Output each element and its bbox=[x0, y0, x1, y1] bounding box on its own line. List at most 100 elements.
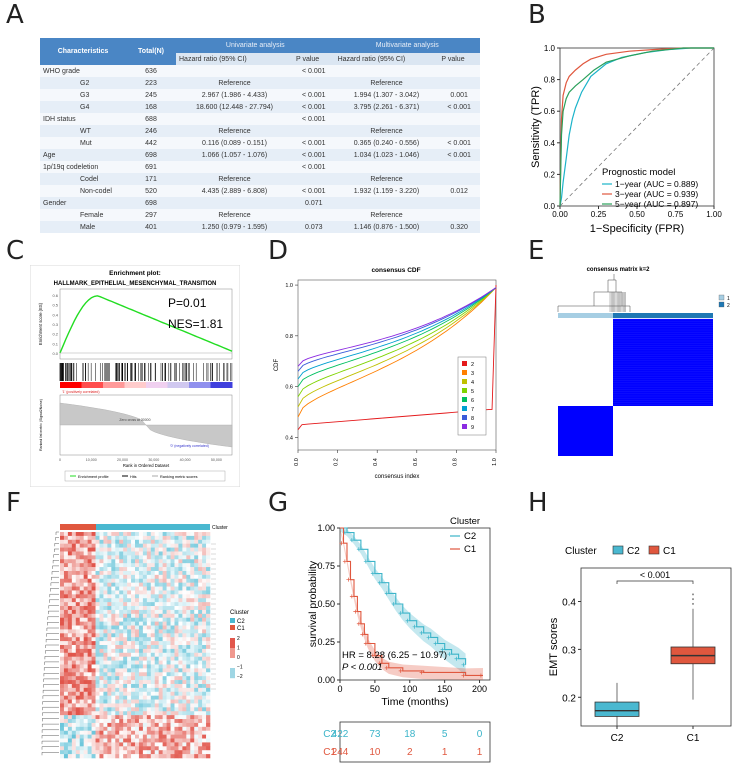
heatmap-cell bbox=[150, 722, 156, 728]
heatmap-cell bbox=[146, 559, 152, 564]
heatmap-cell bbox=[71, 570, 77, 576]
heatmap-cell bbox=[127, 641, 132, 646]
heatmap-cell bbox=[103, 539, 108, 544]
heatmap-cell bbox=[150, 691, 156, 696]
km-xlabel: Time (months) bbox=[381, 696, 448, 708]
heatmap-cell bbox=[190, 567, 195, 572]
heatmap-cell bbox=[206, 582, 211, 587]
heatmap-cell bbox=[95, 691, 100, 696]
y-tick-label: 0.00 bbox=[317, 675, 335, 685]
heatmap-cell bbox=[115, 680, 120, 685]
heatmap-cell bbox=[190, 738, 195, 743]
heatmap-cell bbox=[119, 535, 124, 541]
heatmap-cell bbox=[154, 672, 159, 677]
heatmap-cell bbox=[158, 586, 163, 591]
heatmap-cell bbox=[166, 613, 171, 619]
heatmap-cell bbox=[178, 676, 183, 681]
heatmap-cell bbox=[123, 691, 128, 696]
heatmap-cell bbox=[123, 594, 128, 599]
table-cell: Reference bbox=[334, 173, 439, 185]
heatmap-cell bbox=[186, 602, 191, 607]
heatmap-cell bbox=[198, 680, 203, 685]
heatmap-cell bbox=[127, 543, 132, 548]
heatmap-cell bbox=[131, 563, 136, 568]
heatmap-cell bbox=[202, 609, 207, 615]
heatmap-cell bbox=[162, 664, 167, 669]
significance-bracket bbox=[616, 580, 694, 584]
heatmap-cell bbox=[206, 567, 211, 572]
heatmap-cell bbox=[150, 539, 156, 544]
heatmap-cell bbox=[198, 594, 203, 599]
heatmap-cell bbox=[107, 563, 112, 568]
heatmap-cell bbox=[71, 567, 77, 572]
heatmap-cell bbox=[87, 750, 92, 755]
heatmap-cell bbox=[138, 648, 144, 654]
heatmap-cell bbox=[83, 563, 88, 568]
panel-label-f: F bbox=[6, 488, 21, 518]
heatmap-cell bbox=[186, 578, 191, 583]
heatmap-cell bbox=[178, 656, 183, 661]
heatmap-cell bbox=[146, 625, 152, 630]
heatmap-cell bbox=[127, 664, 132, 669]
heatmap-cell bbox=[131, 551, 136, 556]
heatmap-cell bbox=[127, 730, 132, 735]
heatmap-cell bbox=[186, 699, 191, 704]
header-univariate: Univariate analysis bbox=[176, 38, 335, 53]
heatmap-cell bbox=[146, 699, 152, 704]
heatmap-cell bbox=[186, 625, 191, 630]
heatmap-cell bbox=[206, 586, 211, 591]
heatmap-cell bbox=[202, 578, 207, 583]
heatmap-cell bbox=[95, 586, 100, 591]
heatmap-cell bbox=[158, 641, 163, 646]
heatmap-cell bbox=[107, 648, 112, 654]
heatmap-cell bbox=[174, 567, 179, 572]
heatmap-cell bbox=[206, 547, 211, 552]
heatmap-cell bbox=[178, 539, 183, 544]
heatmap-cell bbox=[103, 754, 108, 759]
heatmap-cell bbox=[99, 609, 104, 615]
heatmap-cell bbox=[198, 645, 203, 650]
heatmap-cell bbox=[103, 559, 108, 564]
risk-count-c1: 1 bbox=[442, 747, 448, 758]
heatmap-cell bbox=[202, 613, 207, 619]
table-cell: 171 bbox=[126, 173, 176, 185]
heatmap-cell bbox=[91, 726, 96, 732]
heatmap-cell bbox=[115, 629, 120, 634]
heatmap-cell bbox=[119, 606, 124, 611]
heatmap-cell bbox=[170, 602, 175, 607]
y-tick-label: 0.6 bbox=[544, 107, 556, 116]
legend-label: 4 bbox=[471, 380, 474, 386]
table-cell: Age bbox=[40, 149, 126, 161]
heatmap-cell bbox=[79, 559, 84, 564]
heatmap-cell bbox=[178, 602, 183, 607]
heatmap-cell bbox=[158, 676, 163, 681]
heatmap-cell bbox=[142, 734, 148, 739]
heatmap-cell bbox=[186, 683, 191, 689]
heatmap-cell bbox=[67, 629, 73, 634]
heatmap-cell bbox=[111, 606, 116, 611]
heatmap-cell bbox=[206, 730, 211, 735]
heatmap-cell bbox=[202, 625, 207, 630]
heatmap-cell bbox=[186, 722, 191, 728]
risk-table-frame bbox=[339, 721, 491, 763]
heatmap-cell bbox=[166, 590, 171, 595]
cdf-line-k9 bbox=[297, 287, 497, 367]
heatmap-cell bbox=[166, 602, 171, 607]
heatmap-cell bbox=[190, 617, 195, 622]
heatmap-cell bbox=[91, 707, 96, 712]
heatmap-cell bbox=[154, 637, 159, 642]
heatmap-cell bbox=[79, 722, 84, 728]
censor-mark bbox=[377, 580, 382, 585]
colorscale-bar bbox=[230, 651, 235, 653]
heatmap-cell bbox=[79, 567, 84, 572]
heatmap-cell bbox=[63, 559, 69, 564]
heatmap-cell bbox=[206, 668, 211, 673]
heatmap-cell bbox=[186, 609, 191, 615]
heatmap-cell bbox=[127, 668, 132, 673]
colorscale-tick: −2 bbox=[237, 674, 243, 680]
heatmap-cell bbox=[166, 652, 171, 657]
heatmap-cell bbox=[166, 699, 171, 704]
heatmap-cell bbox=[115, 648, 120, 654]
heatmap-cell bbox=[63, 621, 69, 626]
heatmap-cell bbox=[119, 555, 124, 560]
